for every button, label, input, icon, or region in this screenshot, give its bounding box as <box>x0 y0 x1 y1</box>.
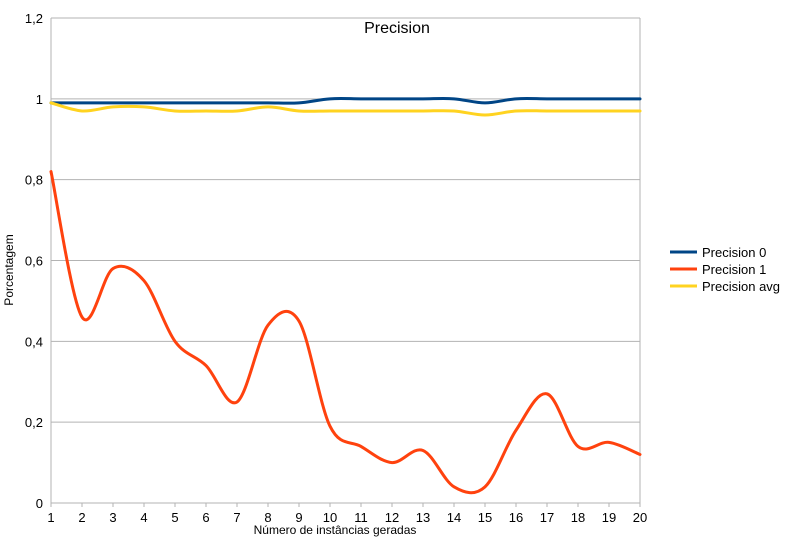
x-tick-label: 17 <box>540 510 554 525</box>
y-tick-label: 0,4 <box>25 334 43 349</box>
y-tick-labels: 0 0,2 0,4 0,6 0,8 1 1,2 <box>25 11 43 511</box>
x-tick-label: 8 <box>264 510 271 525</box>
x-tick-label: 13 <box>416 510 430 525</box>
series-line-3 <box>49 101 642 117</box>
x-tick-label: 18 <box>571 510 585 525</box>
x-tick-label: 3 <box>109 510 116 525</box>
series-line-1 <box>49 97 642 105</box>
series-line-2 <box>49 170 642 495</box>
x-tick-label: 16 <box>509 510 523 525</box>
x-tick-label: 5 <box>171 510 178 525</box>
y-tick-label: 1,2 <box>25 11 43 26</box>
series-lines <box>49 97 642 495</box>
x-tick-label: 11 <box>354 510 368 525</box>
y-tick-label: 0,8 <box>25 173 43 188</box>
x-axis-title: Número de instâncias geradas <box>254 523 417 537</box>
x-tick-label: 7 <box>233 510 240 525</box>
y-tick-label: 0,2 <box>25 415 43 430</box>
legend-label: Precision 1 <box>702 262 766 277</box>
x-tick-label: 19 <box>602 510 616 525</box>
legend: Precision 0 Precision 1 Precision avg <box>670 245 780 294</box>
legend-label: Precision avg <box>702 279 780 294</box>
legend-label: Precision 0 <box>702 245 766 260</box>
y-tick-label: 1 <box>36 92 43 107</box>
x-tick-label: 14 <box>447 510 461 525</box>
x-tick-label: 2 <box>78 510 85 525</box>
x-tick-label: 15 <box>478 510 492 525</box>
x-tick-labels: 1 2 3 4 5 6 7 8 9 10 11 12 13 14 15 16 17 18 19 20 <box>47 503 647 525</box>
gridlines <box>50 17 641 503</box>
x-tick-label: 9 <box>295 510 302 525</box>
x-tick-label: 4 <box>140 510 147 525</box>
x-tick-label: 20 <box>633 510 647 525</box>
x-tick-label: 6 <box>202 510 209 525</box>
y-axis-title: Porcentagem <box>2 234 16 305</box>
x-tick-label: 10 <box>323 510 337 525</box>
y-tick-label: 0,6 <box>25 254 43 269</box>
y-tick-label: 0 <box>36 496 43 511</box>
x-tick-label: 1 <box>47 510 54 525</box>
chart-title: Precision <box>364 20 430 37</box>
x-tick-label: 12 <box>385 510 399 525</box>
